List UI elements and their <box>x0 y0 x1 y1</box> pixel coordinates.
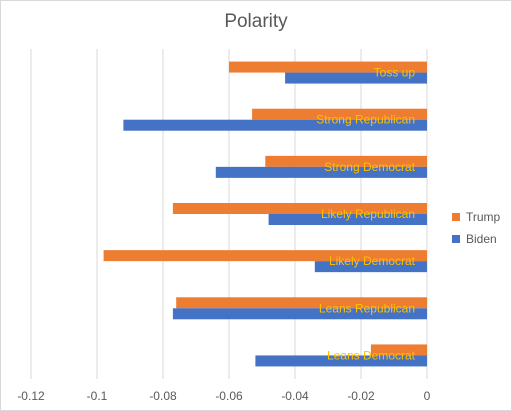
bar-biden-5 <box>172 308 427 320</box>
x-tick-label-2: -0.08 <box>149 389 177 403</box>
x-tick-label-1: -0.1 <box>87 389 108 403</box>
legend-label-biden: Biden <box>466 232 497 246</box>
bar-biden-1 <box>123 119 428 131</box>
bar-trump-1 <box>252 108 427 120</box>
legend: Trump Biden <box>452 206 500 250</box>
bar-biden-3 <box>268 214 427 225</box>
bar-biden-6 <box>255 355 427 367</box>
legend-label-trump: Trump <box>466 210 501 224</box>
x-tick-label-6: 0 <box>424 389 431 403</box>
category-label-2: Strong Democrat <box>324 160 415 174</box>
bar-trump-6 <box>370 344 427 356</box>
bar-trump-5 <box>176 297 427 309</box>
category-label-1: Strong Republican <box>316 113 415 127</box>
bar-trump-4 <box>103 250 427 262</box>
bar-trump-3 <box>172 203 427 214</box>
chart-title: Polarity <box>224 11 288 32</box>
x-tick-label-0: -0.12 <box>17 389 45 403</box>
bar-biden-4 <box>314 261 427 273</box>
category-label-3: Likely Republican <box>321 207 415 221</box>
legend-swatch-trump <box>452 213 460 221</box>
legend-item-trump: Trump <box>452 206 500 228</box>
bar-biden-0 <box>285 72 427 84</box>
bar-trump-0 <box>229 61 427 73</box>
legend-swatch-biden <box>452 235 460 243</box>
category-label-5: Leans Republican <box>319 301 415 315</box>
legend-item-biden: Biden <box>452 228 500 250</box>
bar-biden-2 <box>215 166 427 178</box>
category-label-4: Likely Democrat <box>329 254 416 268</box>
x-tick-label-5: -0.02 <box>347 389 375 403</box>
category-label-0: Toss up <box>374 66 416 80</box>
x-tick-label-3: -0.06 <box>215 389 243 403</box>
x-tick-label-4: -0.04 <box>281 389 309 403</box>
category-label-6: Leans Democrat <box>327 348 416 362</box>
bar-trump-2 <box>265 155 427 167</box>
